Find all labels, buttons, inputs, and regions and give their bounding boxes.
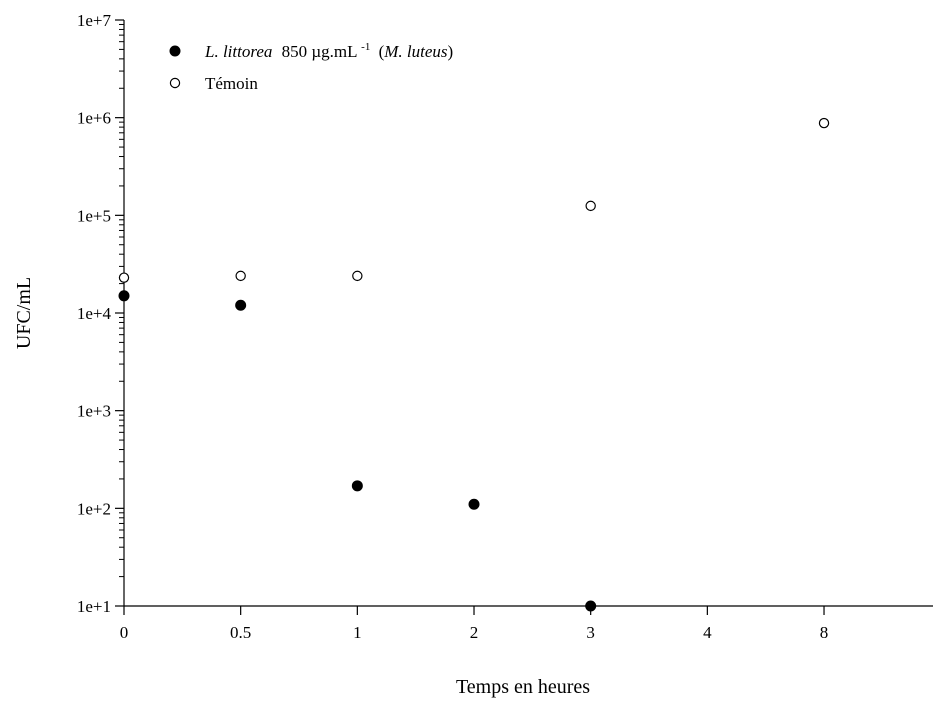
legend-marker-open-circle <box>169 77 181 89</box>
y-tick-label: 1e+6 <box>77 109 111 128</box>
y-tick-label: 1e+7 <box>77 11 112 30</box>
x-tick-label: 1 <box>353 623 362 642</box>
x-tick-label: 3 <box>586 623 595 642</box>
data-point-open <box>352 270 363 282</box>
y-ticks: 1e+1 1e+2 1e+3 1e+4 1e+5 1e+6 1e+7 <box>77 11 124 616</box>
legend-label-series-1: L. littorea 850 µg.mL -1 (M. luteus) <box>204 35 453 61</box>
x-tick-label: 4 <box>703 623 712 642</box>
legend-exponent: -1 <box>361 41 370 53</box>
x-tick-label: 0 <box>120 623 129 642</box>
legend-dose: 850 µg.mL <box>282 42 358 61</box>
x-tick-label: 8 <box>820 623 829 642</box>
data-point-filled <box>235 299 247 311</box>
data-point-open <box>118 272 130 283</box>
legend: L. littorea 850 µg.mL -1 (M. luteus) Tém… <box>169 35 453 93</box>
x-axis-title: Temps en heures <box>456 676 590 698</box>
data-points <box>118 117 830 612</box>
y-tick-label: 1e+3 <box>77 402 111 421</box>
legend-marker-filled-circle <box>169 45 181 57</box>
legend-label-series-2: Témoin <box>205 74 258 93</box>
data-point-filled <box>118 290 130 302</box>
legend-close-paren: ) <box>448 42 454 61</box>
y-tick-label: 1e+1 <box>77 597 111 616</box>
y-tick-label: 1e+4 <box>77 304 112 323</box>
x-tick-label: 2 <box>470 623 479 642</box>
y-tick-label: 1e+2 <box>77 499 111 518</box>
y-axis-title: UFC/mL <box>13 277 35 349</box>
axes <box>123 20 933 607</box>
data-point-open <box>585 200 596 212</box>
data-point-open <box>235 270 246 282</box>
data-point-filled <box>468 498 480 510</box>
data-point-filled <box>585 600 597 612</box>
x-ticks: 0 0.5 1 2 3 4 8 <box>120 606 829 642</box>
legend-species: L. littorea <box>204 42 272 61</box>
legend-open-paren: ( <box>379 42 385 61</box>
data-point-open <box>818 117 830 129</box>
legend-organism: M. luteus <box>383 42 448 61</box>
x-tick-label: 0.5 <box>230 623 251 642</box>
y-tick-label: 1e+5 <box>77 206 111 225</box>
data-point-filled <box>351 480 363 492</box>
